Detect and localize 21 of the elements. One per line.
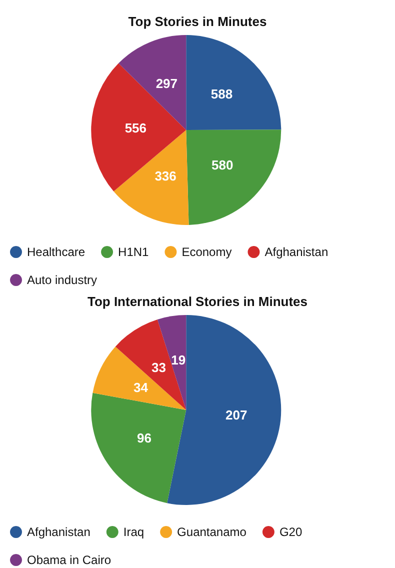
legend-label: Obama in Cairo [27,553,112,567]
data-label: 588 [210,86,233,102]
legend-label: H1N1 [118,245,150,259]
data-label: 34 [134,380,149,396]
chart-title: Top Stories in Minutes [128,14,267,29]
legend-label: Afghanistan [27,525,90,539]
data-label: 207 [226,408,248,423]
legend-label: Afghanistan [264,245,328,259]
legend-label: Economy [182,245,232,259]
data-label: 96 [137,430,152,446]
chart-title: Top International Stories in Minutes [87,294,308,309]
data-label: 556 [124,120,147,136]
data-label: 33 [152,360,166,376]
legend-label: G20 [279,525,302,539]
legend-label: Iraq [123,525,144,539]
legend-label: Healthcare [27,245,86,259]
legend-label: Guantanamo [177,525,247,539]
data-label: 336 [154,168,176,184]
data-label: 580 [212,158,234,173]
data-label: 19 [171,352,186,368]
data-label: 297 [156,76,178,91]
